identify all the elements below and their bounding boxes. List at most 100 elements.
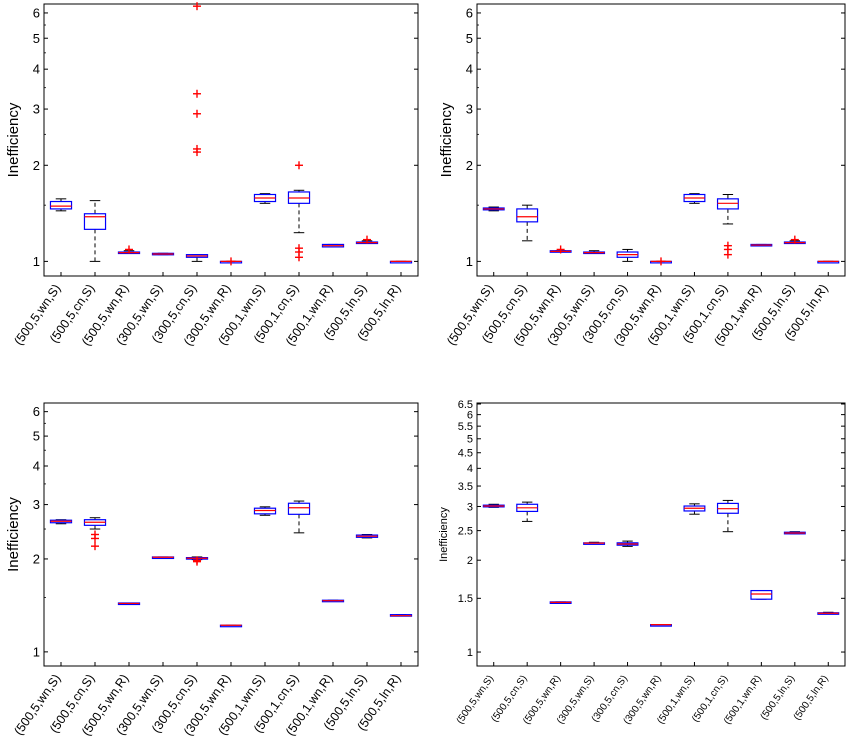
outlier-marker xyxy=(193,144,201,153)
outlier-marker xyxy=(295,244,303,253)
box-1 xyxy=(49,519,73,525)
box-11 xyxy=(389,260,413,264)
outlier-marker xyxy=(91,530,99,539)
chart-panel-3: 123456Inefficiency(500,5,wn,S)(500,5,cn,… xyxy=(5,402,419,738)
y-tick-label: 5.5 xyxy=(458,421,473,433)
box-3 xyxy=(549,245,572,254)
box-8 xyxy=(287,161,311,262)
box-2 xyxy=(83,517,107,551)
box-8 xyxy=(716,193,739,259)
iqr-box xyxy=(287,502,311,515)
box-6 xyxy=(650,624,672,627)
box-7 xyxy=(683,503,706,515)
y-tick-label: 4.5 xyxy=(458,448,473,460)
plot-frame xyxy=(43,3,419,277)
y-tick-label: 1 xyxy=(467,647,473,659)
box-5 xyxy=(185,2,209,262)
box-5 xyxy=(185,556,209,566)
box-11 xyxy=(817,260,840,264)
chart-panel-4: 1 1.5 2 2.5 3 3.5 4 4.5 55.566.5 Inefficiency (500… xyxy=(438,399,846,727)
iqr-box xyxy=(83,213,107,230)
outlier-marker xyxy=(227,257,235,266)
box-10 xyxy=(783,235,806,245)
y-tick-label: 1 xyxy=(33,644,40,659)
box-11 xyxy=(817,611,840,615)
y-tick-label: 6 xyxy=(466,5,473,20)
y-axis-label: Inefficiency xyxy=(5,497,22,572)
box-4 xyxy=(583,541,606,545)
box-1 xyxy=(482,503,505,508)
outlier-marker xyxy=(723,241,732,250)
outlier-marker xyxy=(790,235,799,244)
x-category-label: (500,5,ln,R) xyxy=(792,673,831,722)
box-1 xyxy=(482,206,505,212)
box-9 xyxy=(321,243,345,248)
y-tick-label: 6 xyxy=(33,5,40,20)
outlier-marker xyxy=(125,245,133,254)
plot-frame xyxy=(476,3,846,277)
box-9 xyxy=(321,599,345,603)
y-tick-label: 5 xyxy=(466,31,473,46)
box-7 xyxy=(683,193,706,204)
box-8 xyxy=(716,499,739,533)
box-11 xyxy=(389,614,413,617)
box-2 xyxy=(516,501,539,522)
box-4 xyxy=(151,556,175,560)
box-4 xyxy=(583,250,606,255)
box-9 xyxy=(750,589,773,600)
iqr-box xyxy=(49,200,73,210)
box-10 xyxy=(355,534,379,539)
outlier-marker xyxy=(193,109,201,118)
y-tick-label: 3 xyxy=(33,102,40,117)
chart-panel-1: 123456Inefficiency(500,5,wn,S)(500,5,cn,… xyxy=(5,2,419,348)
y-tick-label: 3 xyxy=(467,501,473,513)
box-9 xyxy=(750,243,773,247)
box-10 xyxy=(355,235,379,245)
outlier-marker xyxy=(193,556,201,565)
y-tick-label: 2.5 xyxy=(458,525,473,537)
y-tick-label: 1 xyxy=(33,254,40,269)
outlier-marker xyxy=(193,2,201,11)
y-tick-label: 1.5 xyxy=(458,593,473,605)
box-7 xyxy=(253,506,277,516)
chart-panel-2: 123456Inefficiency(500,5,wn,S)(500,5,cn,… xyxy=(438,3,846,348)
box-10 xyxy=(783,531,806,535)
box-1 xyxy=(49,198,73,212)
outlier-marker xyxy=(193,89,201,98)
y-axis-label: Inefficiency xyxy=(438,102,455,177)
y-tick-label: 5 xyxy=(33,429,40,444)
y-tick-label: 4 xyxy=(466,62,473,77)
y-tick-label: 2 xyxy=(466,158,473,173)
x-category-label: (500,5,ln,S) xyxy=(759,673,798,722)
box-8 xyxy=(287,500,311,534)
box-4 xyxy=(151,252,175,256)
box-3 xyxy=(117,245,141,255)
y-tick-label: 3.5 xyxy=(458,481,473,493)
box-7 xyxy=(253,193,277,204)
iqr-box xyxy=(750,589,773,600)
outlier-marker xyxy=(363,235,371,244)
y-tick-label: 5 xyxy=(467,434,473,446)
y-tick-label: 6 xyxy=(467,409,473,421)
box-3 xyxy=(549,601,572,604)
box-6 xyxy=(219,624,243,628)
y-tick-label: 6 xyxy=(33,404,40,419)
y-tick-label: 2 xyxy=(467,555,473,567)
y-tick-label: 3 xyxy=(466,102,473,117)
y-axis-label: Inefficiency xyxy=(438,507,450,562)
iqr-box xyxy=(516,208,539,223)
outlier-marker xyxy=(295,161,303,170)
outlier-marker xyxy=(91,542,99,551)
box-6 xyxy=(650,257,672,266)
box-5 xyxy=(616,248,639,262)
box-2 xyxy=(516,204,539,242)
y-tick-label: 4 xyxy=(33,459,40,474)
y-tick-label: 4 xyxy=(467,463,473,475)
y-tick-label: 1 xyxy=(466,254,473,269)
box-2 xyxy=(83,200,107,262)
y-tick-label: 6.5 xyxy=(458,399,473,411)
y-tick-label: 2 xyxy=(33,158,40,173)
outlier-marker xyxy=(657,257,665,266)
y-tick-label: 2 xyxy=(33,551,40,566)
